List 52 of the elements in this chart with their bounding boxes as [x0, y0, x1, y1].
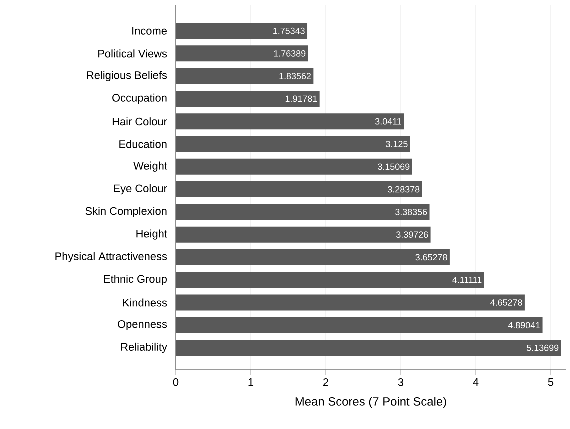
y-tick-label: Eye Colour [114, 184, 168, 195]
data-label: 3.39726 [396, 232, 428, 238]
data-label: 4.65278 [490, 300, 522, 306]
data-label: 5.13699 [527, 344, 559, 352]
data-label: 4.11111 [452, 277, 482, 284]
x-tick-label: 1 [248, 378, 254, 386]
data-label: 3.125 [386, 141, 408, 148]
x-tick-label: 5 [548, 378, 554, 386]
bar [176, 46, 308, 62]
data-label: 1.75343 [274, 28, 305, 34]
data-label: 3.28378 [388, 186, 420, 193]
y-tick-label: Ethnic Group [104, 275, 167, 286]
bar [176, 136, 410, 152]
y-tick-label: Religious Beliefs [87, 71, 168, 82]
data-label: 1.76389 [274, 50, 306, 57]
y-tick-label: Reliability [121, 342, 168, 354]
data-label: 1.91781 [286, 96, 318, 102]
bar [176, 317, 543, 334]
y-tick-label: Skin Complexion [86, 207, 167, 218]
y-tick-label: Physical Attractiveness [56, 252, 168, 263]
x-axis-title: Mean Scores (7 Point Scale) [296, 397, 446, 408]
y-tick-label: Education [120, 140, 167, 148]
bar [176, 204, 430, 220]
bar [176, 182, 422, 198]
bar [176, 23, 308, 40]
y-tick-label: Weight [134, 162, 168, 172]
bar [176, 158, 412, 175]
y-tick-label: Height [136, 230, 168, 240]
y-tick-label: Hair Colour [112, 118, 168, 126]
y-tick-label: Political Views [98, 50, 168, 58]
bar [176, 114, 404, 130]
bar [176, 294, 525, 311]
x-tick-label: 3 [398, 378, 404, 386]
data-label: 3.38356 [396, 209, 428, 216]
data-label: 3.0411 [375, 118, 402, 125]
y-tick-label: Income [132, 27, 167, 35]
data-label: 1.83562 [280, 73, 312, 80]
x-tick-label: 2 [324, 378, 328, 386]
bar [176, 249, 450, 266]
bar [176, 340, 562, 356]
x-tick-label: 0 [173, 378, 179, 386]
y-tick-label: Openness [118, 320, 168, 330]
bar [176, 226, 431, 243]
data-label: 4.89041 [508, 322, 540, 329]
data-label: 3.15069 [378, 164, 410, 170]
x-tick-label: 4 [473, 378, 479, 386]
y-tick-label: Occupation [112, 94, 167, 104]
y-tick-label: Kindness [123, 298, 168, 307]
data-label: 3.65278 [416, 254, 448, 261]
bar [176, 272, 484, 288]
bar [176, 90, 320, 107]
bar [176, 68, 314, 84]
